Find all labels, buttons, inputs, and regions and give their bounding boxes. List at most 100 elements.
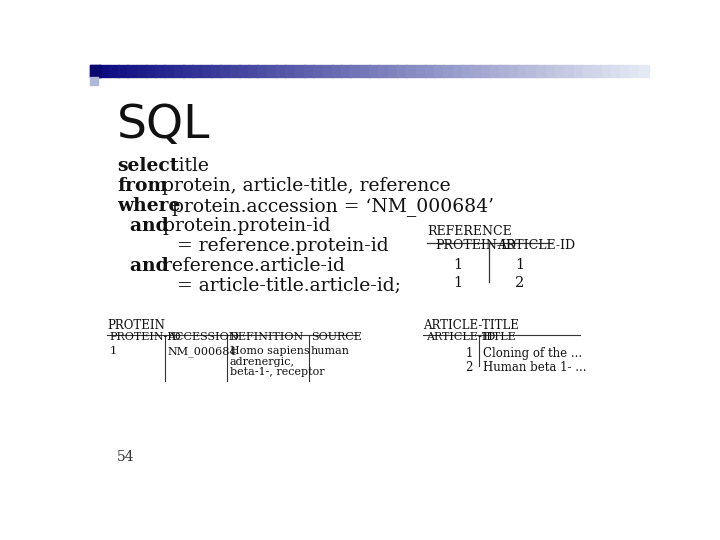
Bar <box>192 65 202 77</box>
Text: DEFINITION: DEFINITION <box>230 332 304 342</box>
Bar <box>351 65 361 77</box>
Bar <box>444 65 454 77</box>
Bar <box>518 65 528 77</box>
Text: adrenergic,: adrenergic, <box>230 356 294 367</box>
Text: ARTICLE-TITLE: ARTICLE-TITLE <box>423 319 519 332</box>
Bar <box>118 65 128 77</box>
Text: = article-title.article-id;: = article-title.article-id; <box>117 278 401 295</box>
Bar <box>341 65 351 77</box>
Bar <box>481 65 490 77</box>
Text: title: title <box>165 157 209 175</box>
Text: = reference.protein-id: = reference.protein-id <box>117 237 389 255</box>
Text: 2: 2 <box>516 276 525 290</box>
Text: from: from <box>117 177 167 195</box>
Bar <box>508 65 518 77</box>
Text: 1: 1 <box>109 346 117 356</box>
Bar <box>462 65 472 77</box>
Bar <box>266 65 276 77</box>
Bar <box>90 77 98 85</box>
Bar <box>360 65 370 77</box>
Bar <box>406 65 416 77</box>
Bar <box>313 65 323 77</box>
Bar <box>258 65 267 77</box>
Bar <box>183 65 193 77</box>
Bar <box>323 65 333 77</box>
Bar <box>248 65 258 77</box>
Text: 1: 1 <box>454 258 463 272</box>
Bar <box>99 65 109 77</box>
Bar <box>137 65 147 77</box>
Text: TITLE: TITLE <box>482 332 516 342</box>
Bar <box>127 65 138 77</box>
Bar <box>611 65 621 77</box>
Bar <box>453 65 463 77</box>
Bar <box>415 65 426 77</box>
Text: PROTEIN-ID: PROTEIN-ID <box>109 332 181 342</box>
Bar <box>527 65 537 77</box>
Bar <box>164 65 174 77</box>
Bar <box>202 65 212 77</box>
Text: REFERENCE: REFERENCE <box>427 225 512 238</box>
Text: NM_000684: NM_000684 <box>168 346 237 356</box>
Bar <box>490 65 500 77</box>
Bar <box>304 65 314 77</box>
Bar <box>499 65 509 77</box>
Bar <box>239 65 249 77</box>
Bar <box>536 65 546 77</box>
Text: beta-1-, receptor: beta-1-, receptor <box>230 367 324 377</box>
Text: 1: 1 <box>465 347 473 360</box>
Text: Human beta 1- ...: Human beta 1- ... <box>483 361 586 374</box>
Bar <box>546 65 556 77</box>
Bar <box>145 65 156 77</box>
Text: Cloning of the ...: Cloning of the ... <box>483 347 582 360</box>
Bar <box>378 65 388 77</box>
Text: select: select <box>117 157 179 175</box>
Bar <box>211 65 221 77</box>
Bar <box>639 65 649 77</box>
Bar <box>564 65 575 77</box>
Text: 54: 54 <box>117 450 135 464</box>
Bar <box>583 65 593 77</box>
Text: protein.accession = ‘NM_000684’: protein.accession = ‘NM_000684’ <box>166 197 494 216</box>
Text: Homo sapiens: Homo sapiens <box>230 346 310 356</box>
Bar <box>90 65 101 77</box>
Bar <box>601 65 611 77</box>
Text: human: human <box>311 346 350 356</box>
Bar <box>332 65 342 77</box>
Text: PROTEIN: PROTEIN <box>107 319 165 332</box>
Bar <box>294 65 305 77</box>
Bar <box>425 65 435 77</box>
Bar <box>629 65 639 77</box>
Text: protein, article-title, reference: protein, article-title, reference <box>156 177 451 195</box>
Bar <box>555 65 565 77</box>
Bar <box>90 65 100 77</box>
Text: SQL: SQL <box>117 103 211 148</box>
Text: PROTEIN-ID: PROTEIN-ID <box>435 239 516 252</box>
Text: ARTICLE-ID: ARTICLE-ID <box>426 332 495 342</box>
Text: ACCESSION: ACCESSION <box>168 332 239 342</box>
Text: SOURCE: SOURCE <box>311 332 361 342</box>
Bar <box>276 65 286 77</box>
Text: 2: 2 <box>465 361 473 374</box>
Bar <box>387 65 397 77</box>
Text: and: and <box>117 217 169 235</box>
Bar <box>220 65 230 77</box>
Text: and: and <box>117 257 169 275</box>
Text: where: where <box>117 197 181 215</box>
Text: 1: 1 <box>516 258 525 272</box>
Bar <box>155 65 165 77</box>
Bar <box>174 65 184 77</box>
Bar <box>620 65 630 77</box>
Bar <box>574 65 584 77</box>
Bar <box>472 65 482 77</box>
Text: 1: 1 <box>454 276 463 290</box>
Bar <box>397 65 407 77</box>
Bar <box>593 65 602 77</box>
Text: reference.article-id: reference.article-id <box>157 257 345 275</box>
Text: ARTICLE-ID: ARTICLE-ID <box>497 239 575 252</box>
Bar <box>230 65 240 77</box>
Bar <box>285 65 295 77</box>
Bar <box>109 65 119 77</box>
Text: protein.protein-id: protein.protein-id <box>157 217 330 235</box>
Bar <box>369 65 379 77</box>
